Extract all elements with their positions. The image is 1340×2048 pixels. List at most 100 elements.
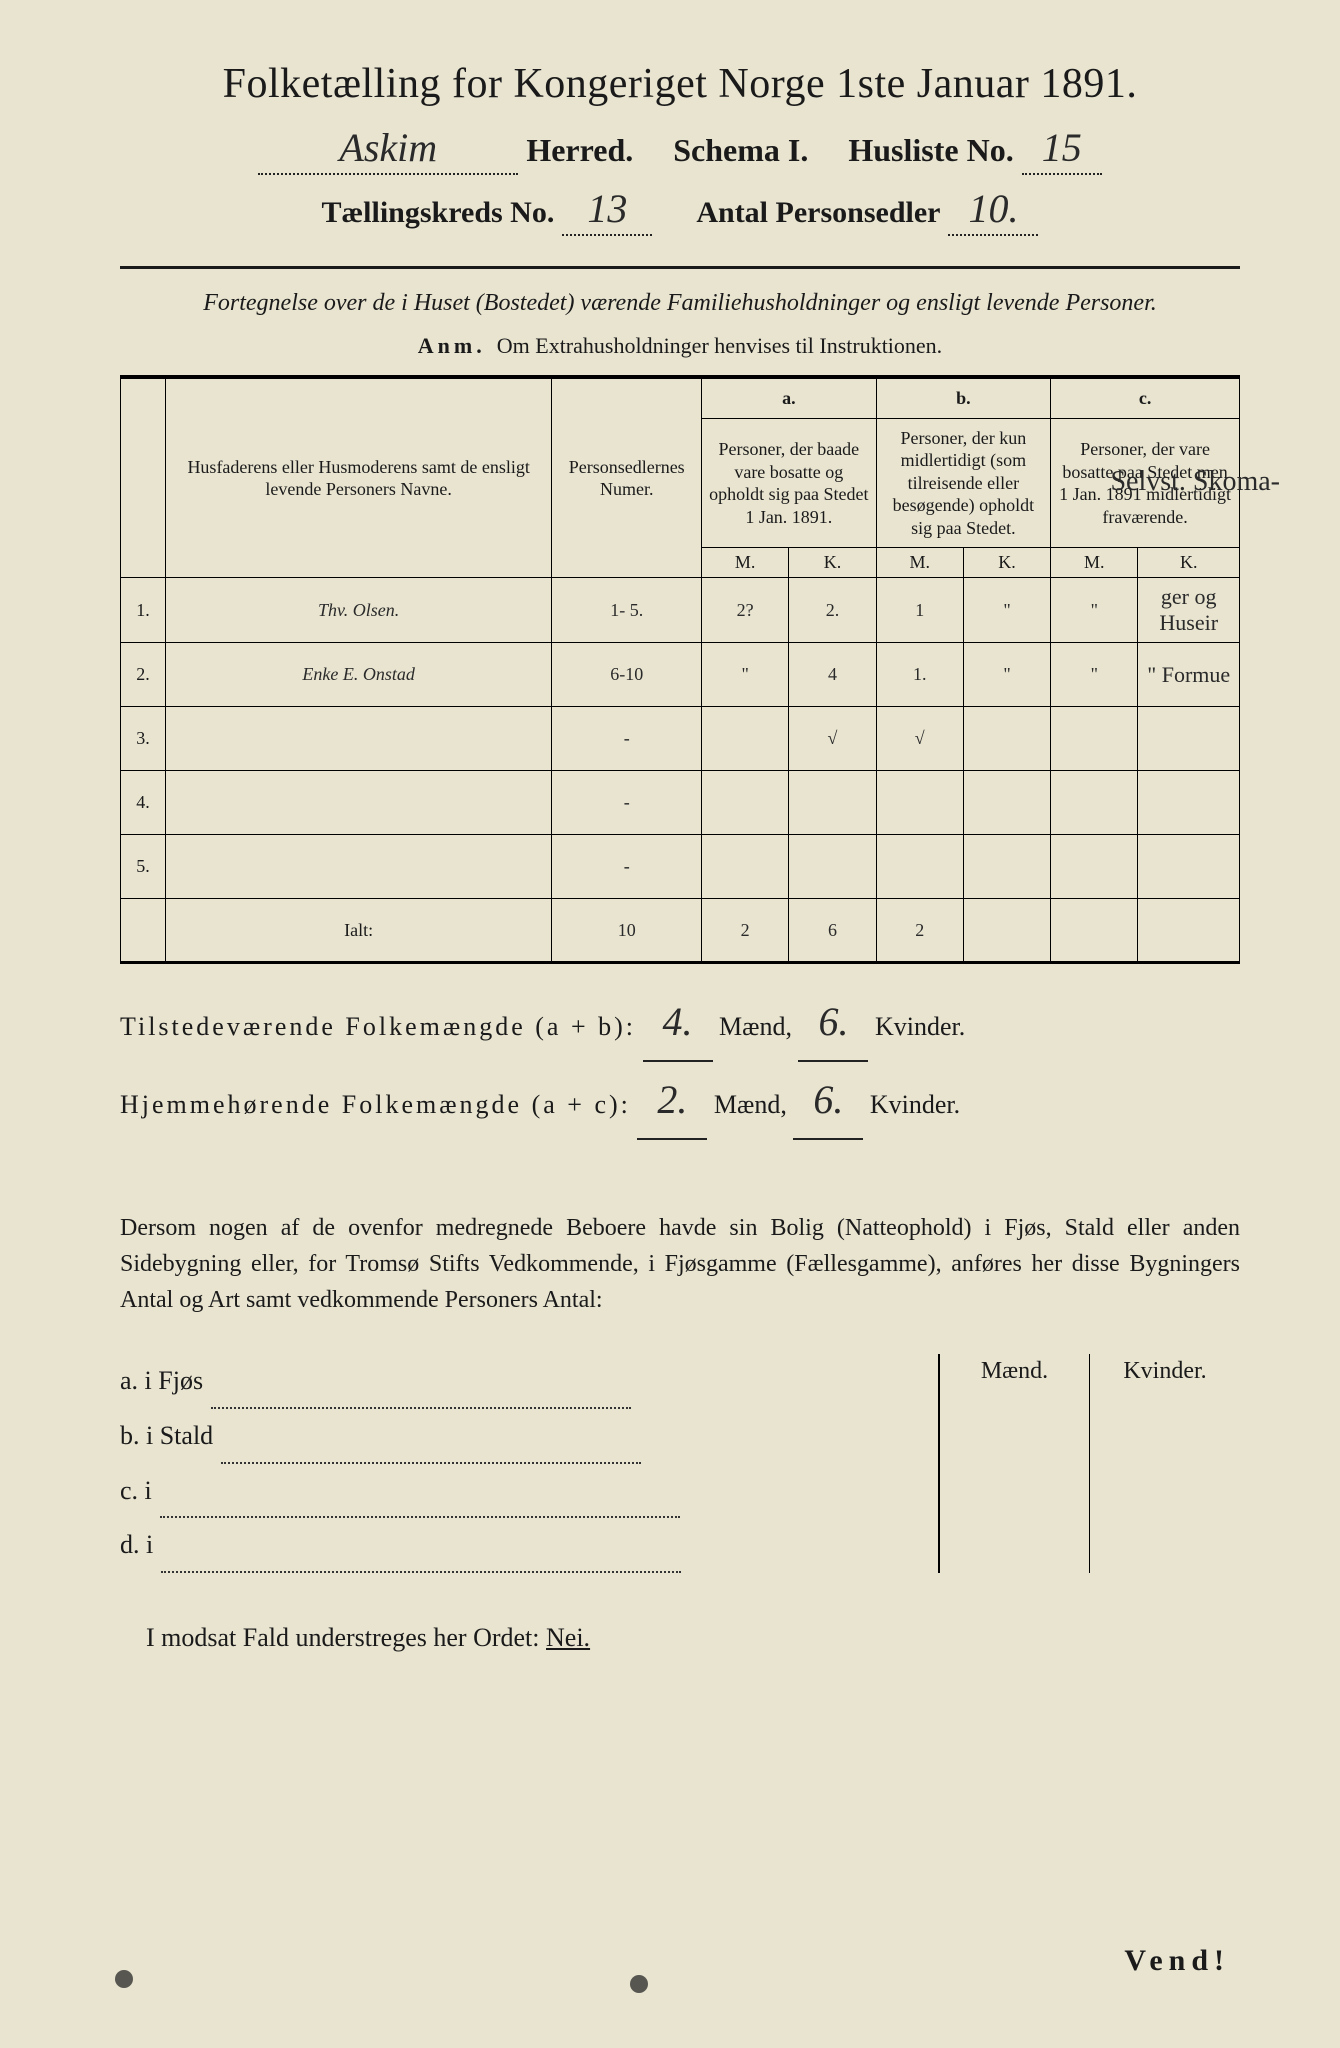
kreds-label: Tællingskreds No.: [322, 196, 555, 230]
header-line-2: Tællingskreds No. 13 Antal Personsedler …: [120, 185, 1240, 236]
col-names-header: Husfaderens eller Husmode­rens samt de e…: [165, 377, 552, 578]
kvinder-label: Kvinder.: [870, 1090, 960, 1119]
anm-text: Om Extrahusholdninger henvises til Instr…: [497, 333, 942, 358]
row-c-k: [1138, 707, 1240, 771]
side-col-kvinder: Kvinder.: [1090, 1354, 1240, 1572]
row-c-m: [1051, 707, 1138, 771]
table-row: 5. -: [121, 835, 1240, 899]
total-a-k: 6: [789, 899, 876, 963]
side-row-a: a. i Fjøs: [120, 1354, 938, 1409]
hjem-label: Hjemmehørende Folkemængde (a + c):: [120, 1090, 631, 1119]
row-b-m: √: [876, 707, 963, 771]
col-b-text: Personer, der kun midler­tidigt (som til…: [876, 418, 1051, 548]
row-a-m: 2?: [702, 578, 789, 643]
col-b-m: M.: [876, 548, 963, 578]
nei-line: I modsat Fald understreges her Ordet: Ne…: [120, 1623, 1240, 1653]
total-sedler: 10: [552, 899, 702, 963]
row-a-k: 2.: [789, 578, 876, 643]
table-row: 2. Enke E. Onstad 6-10 " 4 1. " " " Form…: [121, 643, 1240, 707]
row-name: [165, 835, 552, 899]
row-a-m: [702, 771, 789, 835]
row-c-k: ger og Huseir: [1138, 578, 1240, 643]
side-row-d: d. i: [120, 1518, 938, 1573]
sidebuilding-table: a. i Fjøs b. i Stald c. i d. i Mænd. Kvi…: [120, 1354, 1240, 1572]
ialt-label: Ialt:: [165, 899, 552, 963]
row-name: [165, 771, 552, 835]
row-b-m: [876, 835, 963, 899]
table-row: 4. -: [121, 771, 1240, 835]
total-c-m: [1051, 899, 1138, 963]
row-b-m: [876, 771, 963, 835]
maend-label: Mænd,: [714, 1090, 787, 1119]
row-b-m: 1.: [876, 643, 963, 707]
page-title: Folketælling for Kongeriget Norge 1ste J…: [120, 60, 1240, 108]
row-b-k: ": [963, 578, 1050, 643]
sidebuilding-paragraph: Dersom nogen af de ovenfor medregnede Be…: [120, 1210, 1240, 1318]
row-a-k: √: [789, 707, 876, 771]
col-c-m: M.: [1051, 548, 1138, 578]
total-a-m: 2: [702, 899, 789, 963]
side-row-b: b. i Stald: [120, 1409, 938, 1464]
col-rownum: [121, 377, 166, 578]
side-col-maend: Mænd.: [940, 1354, 1090, 1572]
rule-top: [120, 266, 1240, 269]
row-num: 1.: [121, 578, 166, 643]
col-b-k: K.: [963, 548, 1050, 578]
maend-label: Mænd,: [719, 1012, 792, 1041]
row-num: 2.: [121, 643, 166, 707]
col-a-label: a.: [702, 377, 877, 418]
anm-line: Anm. Om Extrahusholdninger henvises til …: [120, 333, 1240, 359]
total-b-m: 2: [876, 899, 963, 963]
summary-lines: Tilstedeværende Folkemængde (a + b): 4. …: [120, 984, 1240, 1140]
herred-handwritten: Askim: [258, 124, 518, 175]
row-a-k: [789, 771, 876, 835]
punch-mark: [630, 1975, 648, 1993]
census-table: Husfaderens eller Husmode­rens samt de e…: [120, 375, 1240, 964]
row-name: [165, 707, 552, 771]
row-b-k: ": [963, 643, 1050, 707]
hjem-kvinder: 6.: [793, 1062, 863, 1140]
row-num: 5.: [121, 835, 166, 899]
antal-label: Antal Personsedler: [696, 196, 940, 230]
tilst-kvinder: 6.: [798, 984, 868, 1062]
table-row: 1. Thv. Olsen. 1- 5. 2? 2. 1 " " ger og …: [121, 578, 1240, 643]
col-a-text: Personer, der baade vare bo­satte og oph…: [702, 418, 877, 548]
col-a-m: M.: [702, 548, 789, 578]
row-sedler: -: [552, 707, 702, 771]
table-row: 3. - √ √: [121, 707, 1240, 771]
row-c-k: [1138, 771, 1240, 835]
tilst-maend: 4.: [643, 984, 713, 1062]
totals-row: Ialt: 10 2 6 2: [121, 899, 1240, 963]
row-sedler: 6-10: [552, 643, 702, 707]
col-c-k: K.: [1138, 548, 1240, 578]
schema-label: Schema I.: [673, 132, 808, 169]
col-sedler-header: Person­sedler­nes Numer.: [552, 377, 702, 578]
col-a-k: K.: [789, 548, 876, 578]
hjem-maend: 2.: [637, 1062, 707, 1140]
col-b-label: b.: [876, 377, 1051, 418]
row-c-k: " Formue: [1138, 643, 1240, 707]
kvinder-label: Kvinder.: [875, 1012, 965, 1041]
row-c-m: ": [1051, 643, 1138, 707]
nei-word: Nei.: [546, 1623, 590, 1652]
row-name: Enke E. Onstad: [165, 643, 552, 707]
herred-label: Herred.: [526, 132, 633, 169]
row-a-k: [789, 835, 876, 899]
vend-label: Vend!: [1124, 1944, 1230, 1978]
row-b-k: [963, 835, 1050, 899]
tilst-label: Tilstedeværende Folkemængde (a + b):: [120, 1012, 636, 1041]
row-sedler: -: [552, 771, 702, 835]
row-b-m: 1: [876, 578, 963, 643]
header-line-1: Askim Herred. Schema I. Husliste No. 15: [120, 124, 1240, 175]
row-b-k: [963, 707, 1050, 771]
subtitle: Fortegnelse over de i Huset (Bostedet) v…: [120, 287, 1240, 319]
row-name: Thv. Olsen.: [165, 578, 552, 643]
row-a-m: [702, 835, 789, 899]
side-row-c: c. i: [120, 1464, 938, 1519]
antal-personsedler: 10.: [948, 185, 1038, 236]
row-a-m: ": [702, 643, 789, 707]
row-c-k: [1138, 835, 1240, 899]
husliste-label: Husliste No.: [848, 132, 1013, 169]
row-c-m: [1051, 771, 1138, 835]
total-c-k: [1138, 899, 1240, 963]
